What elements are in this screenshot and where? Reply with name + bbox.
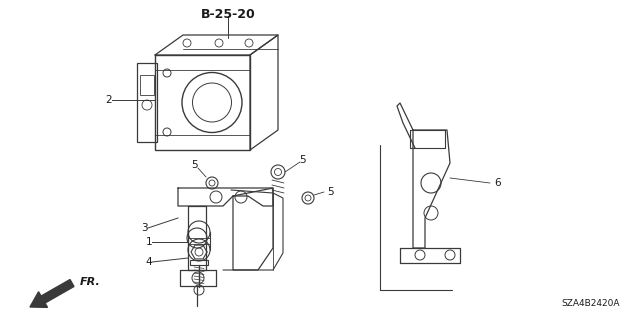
- Text: 1: 1: [145, 237, 152, 247]
- Bar: [190, 260, 208, 265]
- Bar: [140, 75, 154, 95]
- Text: FR.: FR.: [80, 277, 100, 287]
- Text: 5: 5: [327, 187, 333, 197]
- Text: 2: 2: [106, 95, 112, 105]
- Text: 4: 4: [145, 257, 152, 267]
- Text: 5: 5: [300, 155, 307, 165]
- Bar: [155, 55, 250, 150]
- Text: 5: 5: [192, 160, 198, 170]
- Bar: [137, 63, 157, 142]
- Text: 3: 3: [141, 223, 148, 233]
- FancyArrow shape: [30, 279, 74, 308]
- Text: 6: 6: [494, 178, 500, 188]
- Text: SZA4B2420A: SZA4B2420A: [561, 299, 620, 308]
- Text: B-25-20: B-25-20: [200, 8, 255, 20]
